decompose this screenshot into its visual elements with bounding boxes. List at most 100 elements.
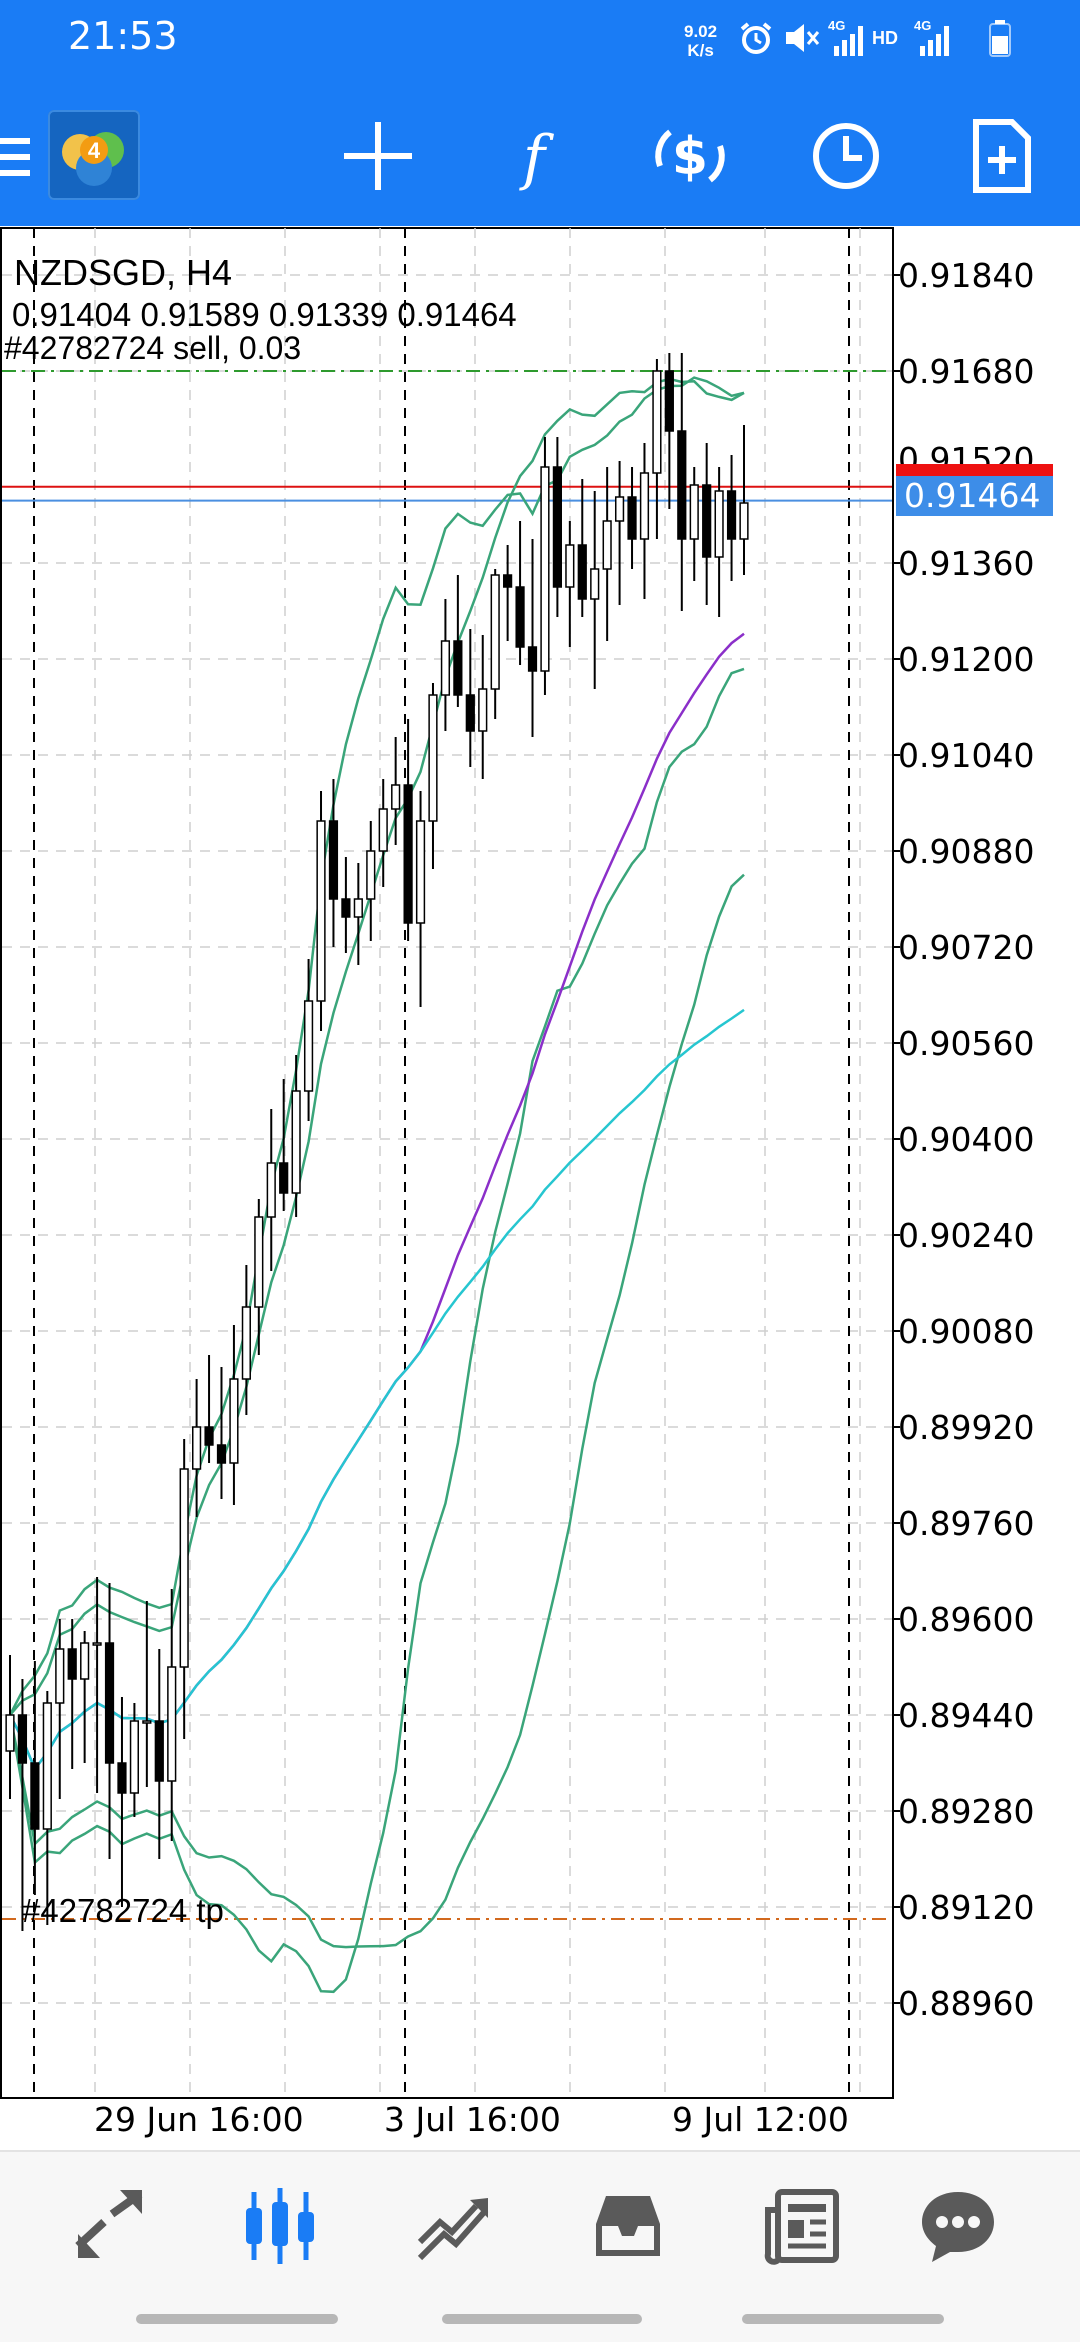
candle bbox=[465, 629, 475, 767]
candle bbox=[179, 1439, 189, 1739]
menu-icon[interactable] bbox=[0, 138, 30, 178]
candle-body bbox=[515, 586, 525, 648]
candle-body bbox=[527, 646, 538, 672]
nav-gesture-recents[interactable] bbox=[742, 2314, 944, 2324]
candle-body bbox=[30, 1762, 40, 1830]
metatrader-logo-graphic: 4 bbox=[62, 132, 124, 186]
history-icon[interactable] bbox=[588, 2186, 668, 2266]
candle bbox=[229, 1325, 239, 1505]
candle-body bbox=[689, 484, 699, 540]
candle bbox=[254, 1199, 264, 1355]
candle bbox=[303, 959, 314, 1121]
trade-icon[interactable]: $ bbox=[650, 116, 730, 196]
candle bbox=[540, 437, 550, 695]
new-order-icon[interactable] bbox=[962, 116, 1042, 196]
price-axis-label: 0.88960 bbox=[898, 1984, 1035, 2023]
candle-body bbox=[614, 496, 625, 522]
indicators-icon[interactable]: f bbox=[494, 116, 574, 196]
candle bbox=[677, 353, 687, 611]
candle-body bbox=[577, 544, 587, 600]
price-axis-label: 0.90400 bbox=[898, 1120, 1035, 1159]
svg-text:f: f bbox=[519, 123, 555, 193]
bollinger-lower-band bbox=[8, 667, 745, 1994]
candle bbox=[366, 821, 376, 941]
candle-body bbox=[341, 898, 351, 918]
candle bbox=[565, 521, 575, 647]
candle bbox=[726, 455, 737, 581]
candle bbox=[216, 1367, 227, 1499]
candle bbox=[378, 779, 388, 887]
candle-body bbox=[627, 496, 637, 540]
time-axis-label: 9 Jul 12:00 bbox=[672, 2100, 849, 2139]
candle-body bbox=[291, 1090, 301, 1194]
price-axis-label: 0.91680 bbox=[898, 352, 1035, 391]
chart-indicators bbox=[8, 376, 745, 1994]
candle-body bbox=[664, 370, 674, 432]
candle bbox=[142, 1601, 152, 1787]
candle-body bbox=[254, 1216, 264, 1308]
candle bbox=[428, 683, 438, 869]
bollinger-outer-band bbox=[8, 873, 745, 1949]
bollinger-outer-band bbox=[9, 377, 745, 1716]
candle bbox=[241, 1265, 251, 1415]
candle-body bbox=[714, 490, 724, 558]
candle-body bbox=[167, 1666, 177, 1782]
candle-body bbox=[378, 808, 388, 852]
news-icon[interactable] bbox=[762, 2186, 842, 2266]
candle bbox=[440, 599, 451, 731]
price-axis-label: 0.89120 bbox=[898, 1888, 1035, 1927]
candle bbox=[341, 857, 351, 953]
nav-gesture-home[interactable] bbox=[442, 2314, 642, 2324]
candle bbox=[80, 1631, 90, 1763]
candle-body bbox=[142, 1720, 152, 1724]
candle bbox=[167, 1589, 177, 1841]
candle-body bbox=[490, 574, 500, 690]
candle bbox=[453, 575, 463, 707]
nav-gesture-back[interactable] bbox=[136, 2314, 338, 2324]
candle-body bbox=[229, 1378, 239, 1464]
candle bbox=[614, 461, 625, 605]
candle-body bbox=[117, 1762, 127, 1794]
metatrader-4-logo[interactable]: 4 bbox=[48, 110, 140, 200]
price-axis-label: 0.91360 bbox=[898, 544, 1035, 583]
price-axis-label: 0.89600 bbox=[898, 1600, 1035, 1639]
candle-body bbox=[279, 1162, 289, 1194]
candle bbox=[192, 1379, 202, 1517]
crosshair-icon[interactable] bbox=[338, 116, 418, 196]
candle bbox=[279, 1079, 289, 1211]
candle bbox=[391, 737, 401, 845]
candle-body bbox=[639, 472, 650, 540]
time-axis-label: 29 Jun 16:00 bbox=[94, 2100, 304, 2139]
candle-body bbox=[104, 1642, 115, 1764]
chart-frame bbox=[0, 227, 894, 2099]
price-axis-label: 0.89760 bbox=[898, 1504, 1035, 1543]
price-axis-label: 0.90560 bbox=[898, 1024, 1035, 1063]
candle bbox=[702, 443, 712, 605]
price-chart[interactable] bbox=[0, 226, 1080, 2106]
candle-body bbox=[739, 502, 749, 540]
candle bbox=[129, 1703, 140, 1817]
candle bbox=[353, 863, 363, 965]
network-speed-value: 9.02 bbox=[684, 22, 718, 41]
timeframe-icon[interactable] bbox=[806, 116, 886, 196]
messages-icon[interactable] bbox=[918, 2186, 998, 2266]
bottom-navigation bbox=[0, 2150, 1080, 2342]
candle bbox=[664, 353, 674, 509]
quotes-icon[interactable] bbox=[70, 2186, 150, 2266]
candle-body bbox=[503, 574, 513, 588]
trade-icon[interactable] bbox=[414, 2186, 494, 2266]
candle-body bbox=[179, 1468, 189, 1668]
time-axis-label: 3 Jul 16:00 bbox=[384, 2100, 561, 2139]
candle-body bbox=[5, 1714, 15, 1752]
candle bbox=[577, 479, 587, 617]
chart-ohlc-values: 0.91404 0.91589 0.91339 0.91464 bbox=[12, 296, 517, 333]
candle-body bbox=[67, 1648, 77, 1680]
candle-body bbox=[428, 694, 438, 822]
candle bbox=[714, 467, 724, 617]
status-time: 21:53 bbox=[68, 14, 178, 58]
candle bbox=[552, 437, 562, 617]
candle bbox=[415, 791, 426, 1007]
candle bbox=[204, 1355, 214, 1463]
chart-icon[interactable] bbox=[240, 2186, 320, 2266]
candle-body bbox=[440, 640, 451, 696]
